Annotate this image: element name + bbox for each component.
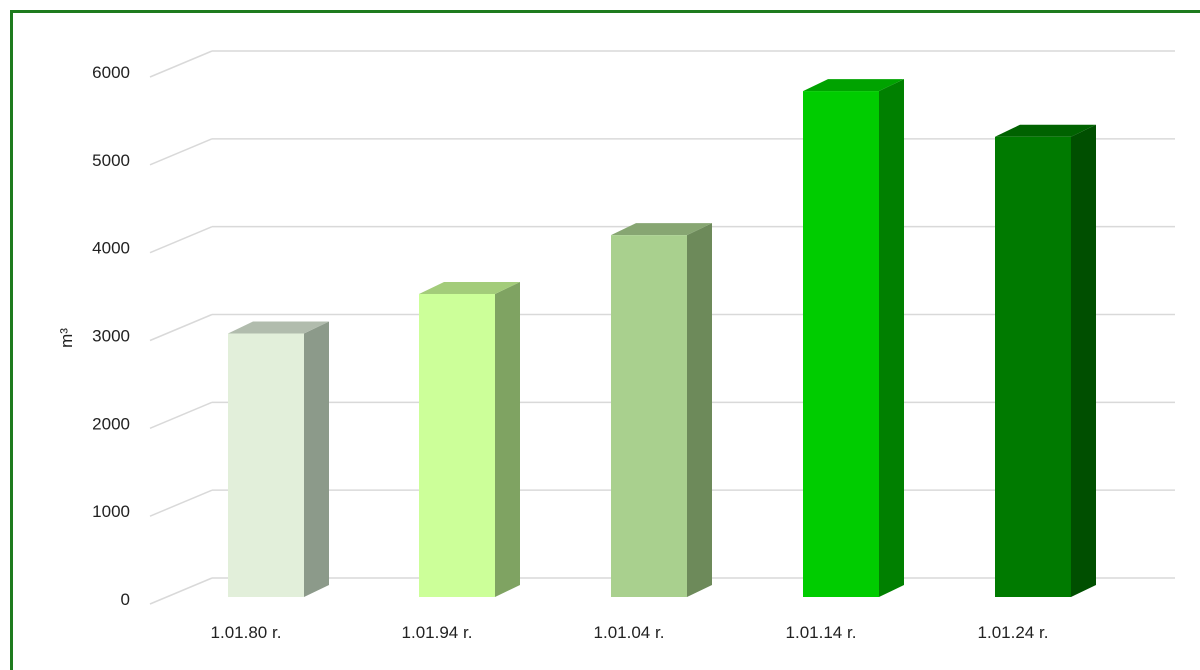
grid-diagonal [149,138,213,166]
bar-front [419,293,495,597]
bar [419,281,520,597]
y-tick-label: 4000 [92,239,130,258]
bar-side [495,281,520,597]
y-tick-label: 1000 [92,502,130,521]
x-tick-label: 1.01.94 r. [402,623,473,642]
x-tick-label: 1.01.04 r. [594,623,665,642]
grid-diagonal [149,225,213,254]
bar-top [419,281,520,294]
bar [995,124,1096,598]
bar-front [995,136,1071,597]
y-tick-label: 3000 [92,327,130,346]
bar-front [803,91,879,597]
bar [228,321,329,597]
bar [611,223,712,598]
y-axis-label: m³ [57,328,76,348]
grid-diagonal [149,577,213,605]
grid-diagonal [149,489,213,517]
grid-diagonal [149,50,213,78]
x-tick-label: 1.01.14 r. [786,623,857,642]
y-tick-label: 2000 [92,414,130,433]
bar [803,79,904,597]
bar-top [228,321,329,334]
bars [228,79,1096,598]
y-tick-label: 6000 [92,63,130,82]
y-tick-label: 5000 [92,151,130,170]
y-tick-labels: 0 1000 2000 3000 4000 5000 6000 [92,63,130,609]
bar-side [879,79,904,597]
x-tick-label: 1.01.24 r. [978,623,1049,642]
x-tick-labels: 1.01.80 r. 1.01.94 r. 1.01.04 r. 1.01.14 r.… [211,623,1049,642]
bar-top [803,79,904,92]
grid-diagonal [149,313,213,342]
chart-frame [10,10,1200,670]
grid-diagonal [149,401,213,430]
bar-top [611,223,712,236]
y-tick-label: 0 [121,590,130,609]
x-tick-label: 1.01.80 r. [211,623,282,642]
bar-front [611,235,687,598]
bar-top [995,124,1096,137]
bar-side [687,223,712,598]
bar-side [304,321,329,597]
bar-front [228,333,304,597]
bar-side [1071,124,1096,598]
